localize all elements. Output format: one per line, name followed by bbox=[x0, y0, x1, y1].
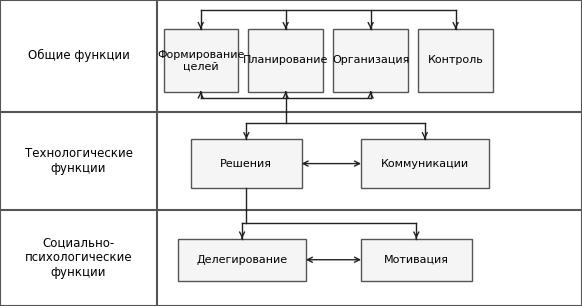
Text: Делегирование: Делегирование bbox=[197, 255, 288, 265]
Text: Организация: Организация bbox=[332, 55, 409, 65]
Bar bbox=[249, 29, 323, 91]
Text: Формирование
целей: Формирование целей bbox=[157, 50, 244, 71]
Text: Мотивация: Мотивация bbox=[384, 255, 449, 265]
Bar bbox=[333, 29, 408, 91]
Bar bbox=[191, 139, 301, 188]
Bar bbox=[418, 29, 493, 91]
Bar bbox=[361, 239, 471, 281]
Text: Общие функции: Общие функции bbox=[27, 49, 130, 62]
Text: Планирование: Планирование bbox=[243, 55, 328, 65]
Bar bbox=[178, 239, 306, 281]
Text: Контроль: Контроль bbox=[428, 55, 484, 65]
Text: Коммуникации: Коммуникации bbox=[381, 159, 469, 169]
Text: Социально-
психологические
функции: Социально- психологические функции bbox=[25, 236, 132, 279]
Text: Технологические
функции: Технологические функции bbox=[24, 147, 133, 175]
Bar bbox=[361, 139, 488, 188]
Text: Решения: Решения bbox=[221, 159, 272, 169]
Bar bbox=[164, 29, 238, 91]
